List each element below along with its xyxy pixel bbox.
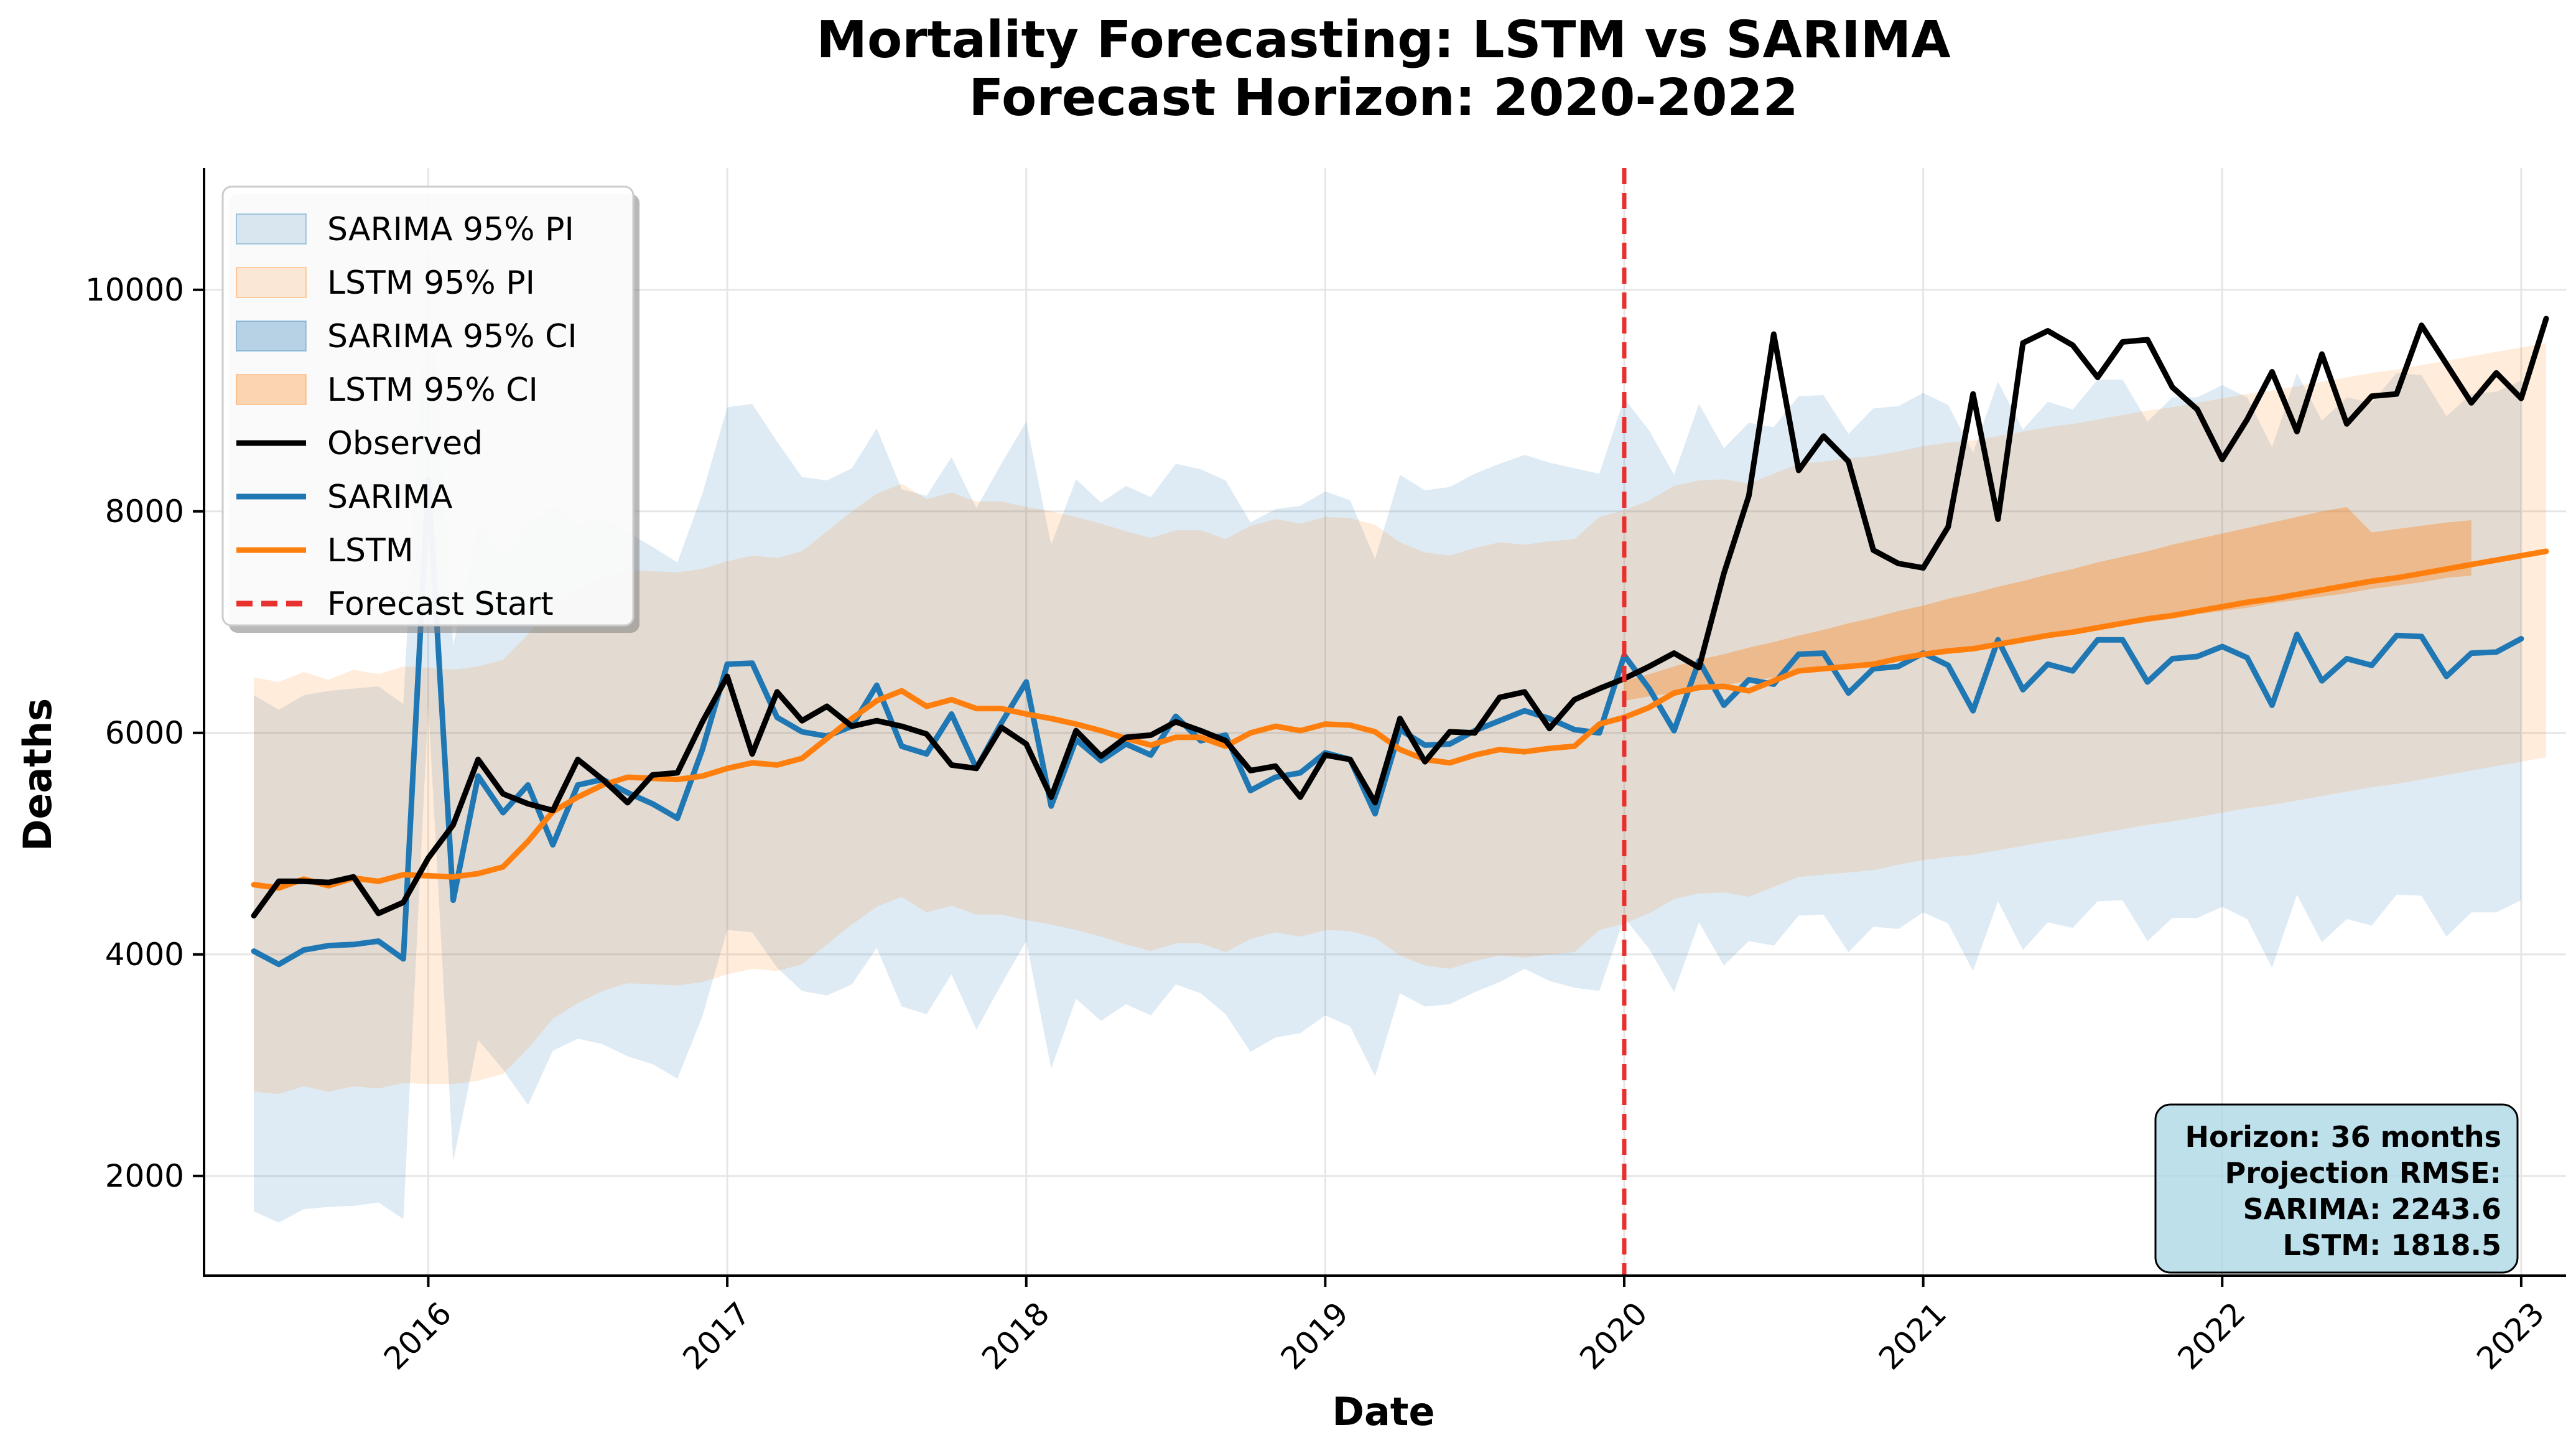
y-axis-title: Deaths [15, 698, 60, 851]
legend-label: Observed [327, 425, 483, 462]
legend-label: Forecast Start [327, 586, 554, 623]
observed-line [251, 315, 2549, 918]
info-box-line: LSTM: 1818.5 [2282, 1228, 2501, 1262]
legend-swatch [236, 320, 307, 352]
series-lines [251, 168, 2549, 1276]
lstm-ci-band [1624, 507, 2471, 701]
y-tick-label: 4000 [105, 937, 184, 973]
info-box-frame [2154, 1103, 2519, 1274]
legend-box [221, 185, 635, 627]
info-box-line: SARIMA: 2243.6 [2243, 1192, 2501, 1226]
x-axis-title: Date [1332, 1389, 1435, 1434]
lstm-line [251, 548, 2549, 891]
legend-label: LSTM [327, 532, 414, 569]
info-box-line: Projection RMSE: [2225, 1156, 2501, 1190]
legend-swatch [236, 374, 307, 405]
grid-lines [204, 168, 2566, 1276]
y-tick-label: 8000 [105, 493, 184, 530]
legend-swatch [236, 267, 307, 298]
info-box-line: Horizon: 36 months [2185, 1120, 2501, 1154]
legend-label: SARIMA 95% CI [327, 318, 577, 355]
legend-label: SARIMA [327, 479, 453, 516]
y-tick-label: 2000 [105, 1158, 184, 1194]
chart-title: Mortality Forecasting: LSTM vs SARIMA [816, 11, 1951, 70]
y-tick-label: 10000 [85, 272, 184, 308]
legend-swatch [236, 213, 307, 245]
y-tick-label: 6000 [105, 715, 184, 751]
legend-label: LSTM 95% PI [327, 264, 535, 302]
legend-label: SARIMA 95% PI [327, 211, 574, 248]
chart-subtitle: Forecast Horizon: 2020-2022 [969, 68, 1798, 128]
axis-spines [203, 168, 2566, 1277]
legend: SARIMA 95% PI LSTM 95% PI SARIMA 95% CI LST… [221, 185, 639, 633]
legend-label: LSTM 95% CI [327, 371, 538, 409]
